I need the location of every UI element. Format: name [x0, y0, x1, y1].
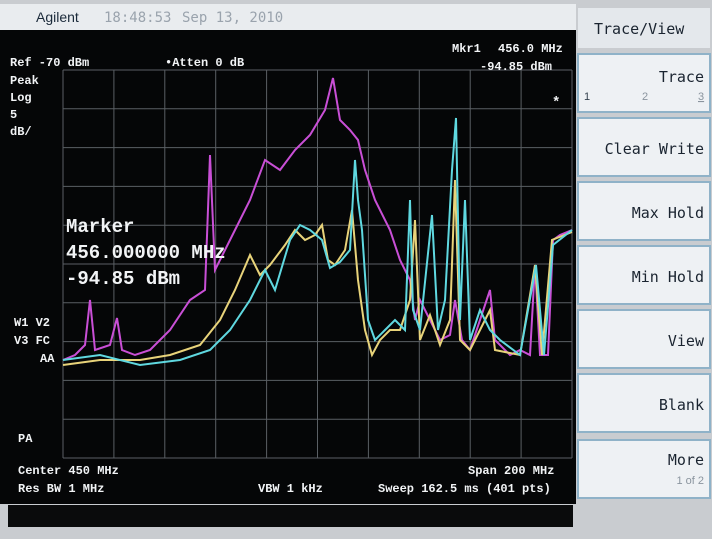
status-bar: [8, 505, 573, 527]
softkey-bg[interactable]: [577, 373, 711, 433]
trace-option[interactable]: 1: [584, 91, 590, 103]
marker-star: *: [552, 95, 560, 111]
trace-status: AA: [40, 352, 55, 366]
scale-unit: dB/: [10, 125, 32, 139]
softkey[interactable]: Min Hold: [577, 245, 711, 305]
softkey-bg[interactable]: [577, 309, 711, 369]
ref-level: Ref -70 dBm: [10, 56, 89, 70]
softkey-label[interactable]: Trace: [659, 68, 704, 86]
softkey-bg[interactable]: [577, 117, 711, 177]
softkey-label[interactable]: Max Hold: [632, 204, 704, 222]
softkey-bg[interactable]: [577, 439, 711, 499]
trace-status: V3 FC: [14, 334, 50, 348]
menu-title-bg: [578, 8, 710, 48]
trace-option[interactable]: 2: [642, 91, 648, 103]
header-bar: [0, 4, 576, 30]
scale-value: 5: [10, 108, 17, 122]
trace-option[interactable]: 3: [698, 91, 704, 103]
softkey-label[interactable]: Blank: [659, 396, 704, 414]
scale-type: Log: [10, 91, 32, 105]
brand: Agilent: [36, 9, 79, 25]
marker-box-frequency: 456.000000 MHz: [66, 242, 226, 264]
marker-label: Mkr1: [452, 42, 481, 56]
graticule: [62, 69, 573, 459]
resolution-bandwidth: Res BW 1 MHz: [18, 482, 104, 496]
detector: Peak: [10, 74, 39, 88]
span: Span 200 MHz: [468, 464, 554, 478]
video-bandwidth: VBW 1 kHz: [258, 482, 323, 496]
trace-cyan: [62, 117, 573, 367]
trace-status: W1 V2: [14, 316, 50, 330]
softkey-label[interactable]: View: [668, 332, 705, 350]
marker-frequency: 456.0 MHz: [498, 42, 563, 56]
marker-amplitude: -94.85 dBm: [480, 60, 552, 74]
softkey-bg[interactable]: [577, 53, 711, 113]
center-frequency: Center 450 MHz: [18, 464, 119, 478]
sweep: Sweep 162.5 ms (401 pts): [378, 482, 551, 496]
softkey[interactable]: Max Hold: [577, 181, 711, 241]
attenuation: •Atten 0 dB: [165, 56, 244, 70]
softkey-list: Clear Write Max Hold Min Hold View Blank: [577, 117, 711, 433]
marker-box-amplitude: -94.85 dBm: [66, 268, 180, 290]
trace-status: PA: [18, 432, 33, 446]
display: [0, 30, 576, 504]
menu-title: Trace/View: [594, 20, 685, 38]
softkey-label[interactable]: Min Hold: [632, 268, 704, 286]
trace-yellow: [62, 179, 573, 366]
softkey-bg[interactable]: [577, 245, 711, 305]
softkey-more[interactable]: More 1 of 2: [577, 439, 711, 499]
softkey-label[interactable]: Clear Write: [605, 140, 704, 158]
softkey[interactable]: View: [577, 309, 711, 369]
marker-box-title: Marker: [66, 216, 134, 238]
softkey-label[interactable]: More: [668, 451, 704, 469]
trace-magenta: [62, 77, 573, 361]
date: Sep 13, 2010: [182, 10, 283, 26]
softkey-page[interactable]: 1 of 2: [676, 475, 704, 487]
softkey-bg[interactable]: [577, 181, 711, 241]
softkey-trace[interactable]: Trace 1 2 3: [577, 53, 711, 113]
softkey[interactable]: Clear Write: [577, 117, 711, 177]
softkey[interactable]: Blank: [577, 373, 711, 433]
time: 18:48:53: [104, 10, 171, 26]
